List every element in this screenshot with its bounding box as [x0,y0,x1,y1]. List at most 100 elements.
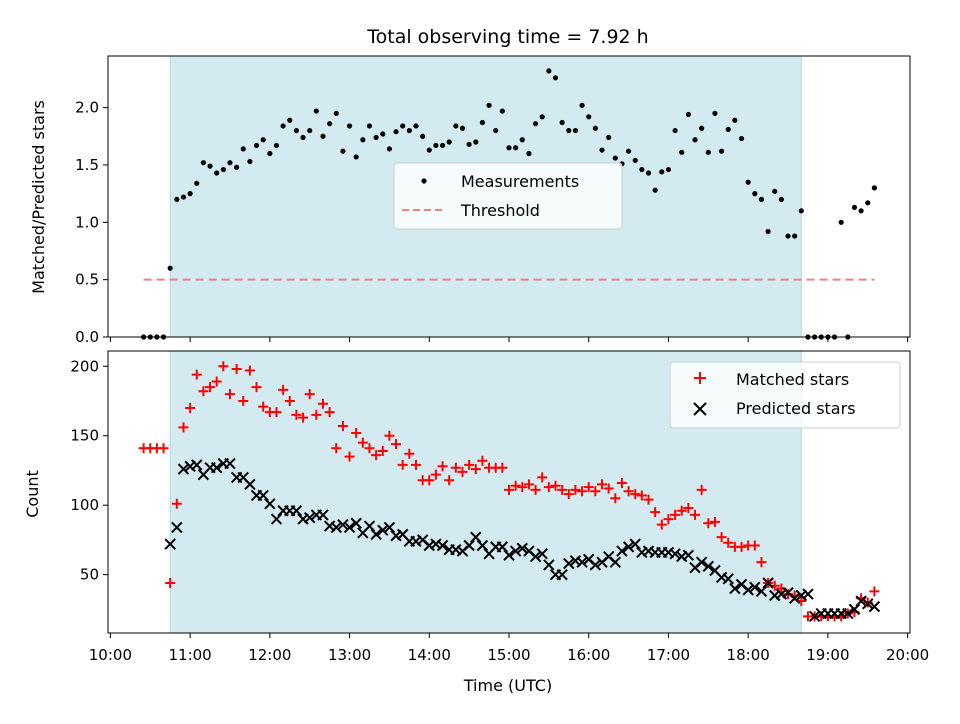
legend-threshold-label: Threshold [460,201,540,220]
measurement-point [346,123,353,129]
predicted-star-point [496,541,509,553]
matched-star-point [337,421,348,432]
legend-predicted-label: Predicted stars [736,399,856,418]
matched-star-point [610,493,621,504]
matched-star-point [470,464,481,475]
measurement-point [606,134,612,141]
matched-star-point [198,386,209,397]
predicted-star-point [616,545,628,557]
matched-star-point [590,486,601,497]
predicted-star-point [317,509,329,521]
predicted-star-point [755,585,768,598]
measurement-point [446,139,452,145]
predicted-star-point [244,478,256,491]
matched-star-point [477,455,488,466]
measurement-point [174,196,180,202]
predicted-star-point [749,581,761,593]
matched-star-point [437,461,448,472]
matched-star-point [324,407,335,418]
measurement-point [639,166,645,173]
measurement-point [320,133,326,139]
measurement-point [400,123,406,129]
matched-star-point [523,479,534,490]
measurement-point [234,164,240,170]
predicted-star-point [264,498,276,510]
predicted-star-point [516,542,528,554]
matched-star-point [165,577,176,588]
measurement-point [625,148,632,154]
predicted-star-point [669,548,681,560]
matched-star-point [278,384,289,395]
measurement-point [692,137,698,143]
matched-star-point [185,402,196,413]
matched-star-point [869,586,880,597]
predicted-star-point [762,577,774,589]
predicted-star-point [742,584,754,596]
measurement-point [612,155,618,161]
x-tick-label: 16:00 [567,646,610,664]
matched-star-point [391,439,402,450]
matched-star-point [205,382,216,393]
predicted-star-point [695,556,708,568]
predicted-star-point [363,520,376,532]
matched-star-point [630,489,641,500]
y-tick-label: 0.0 [75,328,99,346]
x-tick-label: 11:00 [168,646,211,664]
measurement-point [453,123,459,129]
measurement-point [732,117,738,123]
matched-star-point [238,396,249,407]
measurement-point [772,188,778,194]
matched-star-point [563,489,574,500]
measurement-point [838,219,844,225]
matched-star-point [656,519,667,530]
predicted-star-point [171,521,183,534]
predicted-star-point [808,610,821,623]
matched-star-point [696,484,707,495]
bottom-panel-series [138,361,881,623]
legend-predicted-marker [693,402,707,416]
measurement-point [592,125,598,131]
measurement-point [672,127,678,134]
predicted-star-point [476,539,489,552]
matched-star-point [444,475,455,486]
matched-star-point [543,482,554,493]
bottom-panel-y-axis-label: Count [23,470,42,518]
matched-star-point [317,398,328,409]
predicted-star-point [503,549,515,561]
predicted-star-point [350,517,362,529]
matched-star-point [311,409,322,420]
predicted-star-point [177,463,190,475]
predicted-star-point [529,550,542,563]
matched-star-point [597,479,608,490]
predicted-star-point [682,549,695,561]
measurement-point [679,149,685,155]
measurement-point [307,127,313,134]
bottom-panel-x-axis-label: Time (UTC) [463,676,552,695]
measurement-point [366,123,373,129]
measurement-point [526,150,532,157]
matched-star-point [357,437,368,448]
matched-star-point [224,389,235,400]
predicted-star-point [470,531,482,543]
measurement-point [645,170,652,176]
measurement-point [493,127,499,134]
measurement-point [513,145,519,151]
bottom-panel: Count Time (UTC) 50 100 150 200 10:00 11:00 12… [23,350,929,695]
y-tick-label: 2.0 [75,99,99,117]
matched-star-point [537,472,548,483]
matched-star-point [603,483,614,494]
x-tick-label: 10:00 [89,646,132,664]
predicted-star-point [463,539,475,552]
legend-matched-marker [694,372,706,384]
predicted-star-point [536,548,548,560]
x-tick-label: 17:00 [647,646,690,664]
predicted-star-point [377,524,389,536]
measurement-point [559,119,565,126]
measurement-point [200,160,207,166]
matched-star-point [251,382,262,393]
measurement-point [380,131,386,137]
top-panel-legend: Measurements Threshold [393,162,623,230]
measurement-point [778,196,784,202]
matched-star-point [749,540,760,551]
matched-star-point [670,509,681,520]
